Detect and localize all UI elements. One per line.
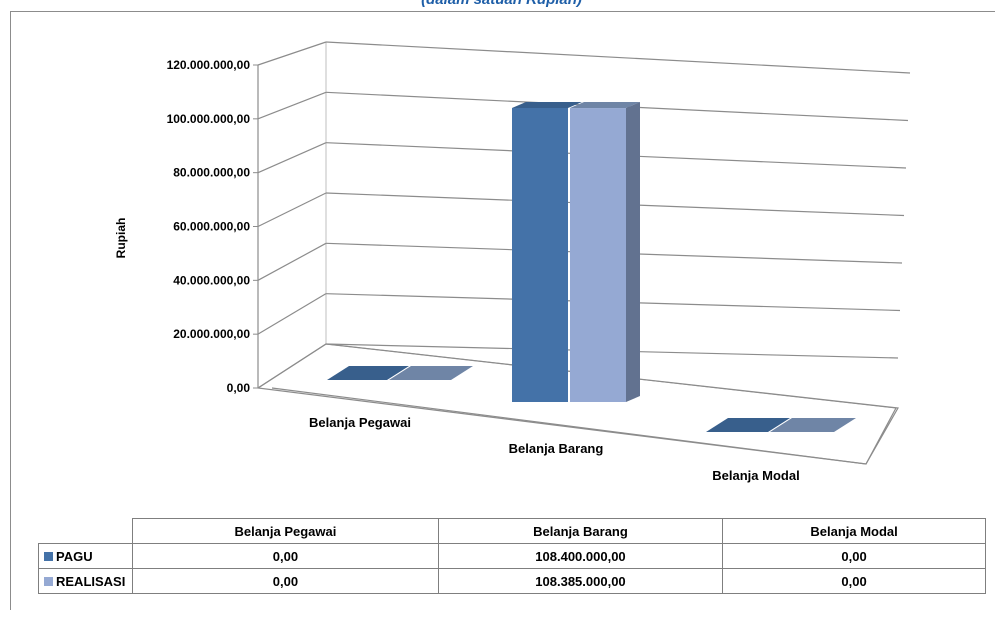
x-tick-label: Belanja Barang xyxy=(509,441,604,456)
table-cell: 0,00 xyxy=(132,543,439,569)
chart-frame xyxy=(10,11,995,610)
table-header-modal: Belanja Modal xyxy=(722,518,986,544)
table-cell: 108.400.000,00 xyxy=(437,543,724,569)
table-row-label: REALISASI xyxy=(38,568,133,594)
pagu-legend-label: PAGU xyxy=(56,548,93,564)
pagu-legend-swatch xyxy=(44,551,53,561)
bar-realisasi xyxy=(570,108,626,402)
y-tick-label: 120.000.000,00 xyxy=(167,58,251,72)
y-axis-label: Rupiah xyxy=(114,218,128,259)
table-row-label: PAGU xyxy=(38,543,133,569)
x-tick-label: Belanja Pegawai xyxy=(309,415,411,430)
bar-top-realisasi xyxy=(570,102,640,109)
chart-plot: 0,00 20.000.000,00 40.000.000,00 60.000.000… xyxy=(114,41,911,483)
bar-pagu xyxy=(327,366,409,380)
x-tick-label: Belanja Modal xyxy=(712,468,799,483)
x-axis-ticks: Belanja Pegawai Belanja Barang Belanja Mod… xyxy=(309,415,800,483)
data-table-header-row: Belanja Pegawai Belanja Barang Belanja M… xyxy=(38,518,986,544)
chart-bars xyxy=(327,102,856,432)
table-cell: 0,00 xyxy=(722,568,986,594)
realisasi-legend-label: REALISASI xyxy=(56,573,126,589)
y-axis-ticks: 0,00 20.000.000,00 40.000.000,00 60.000.000… xyxy=(167,58,251,395)
y-tick-label: 80.000.000,00 xyxy=(173,166,250,180)
table-header-barang: Belanja Barang xyxy=(437,518,724,544)
bar-top-pagu xyxy=(512,102,582,108)
y-tick-label: 60.000.000,00 xyxy=(173,220,250,234)
y-tick-label: 20.000.000,00 xyxy=(173,327,250,341)
data-table-corner xyxy=(38,518,133,544)
table-row: PAGU 0,00 108.400.000,00 0,00 xyxy=(38,543,986,569)
bar-realisasi xyxy=(770,418,856,432)
chart-subtitle: (dalam satuan Rupiah) xyxy=(0,0,1003,8)
bar-side-realisasi xyxy=(626,102,640,402)
table-cell: 0,00 xyxy=(132,568,439,594)
data-table: Belanja Pegawai Belanja Barang Belanja M… xyxy=(38,518,986,594)
bar-realisasi xyxy=(389,366,473,380)
realisasi-legend-swatch xyxy=(44,576,53,586)
bar-pagu xyxy=(512,108,568,402)
y-tick-label: 100.000.000,00 xyxy=(167,112,251,126)
table-cell: 0,00 xyxy=(722,543,986,569)
table-header-pegawai: Belanja Pegawai xyxy=(132,518,439,544)
bar-pagu xyxy=(706,418,790,432)
y-tick-label: 40.000.000,00 xyxy=(173,273,250,287)
table-cell: 108.385.000,00 xyxy=(437,568,724,594)
y-tick-label: 0,00 xyxy=(227,381,251,395)
table-row: REALISASI 0,00 108.385.000,00 0,00 xyxy=(38,568,986,594)
